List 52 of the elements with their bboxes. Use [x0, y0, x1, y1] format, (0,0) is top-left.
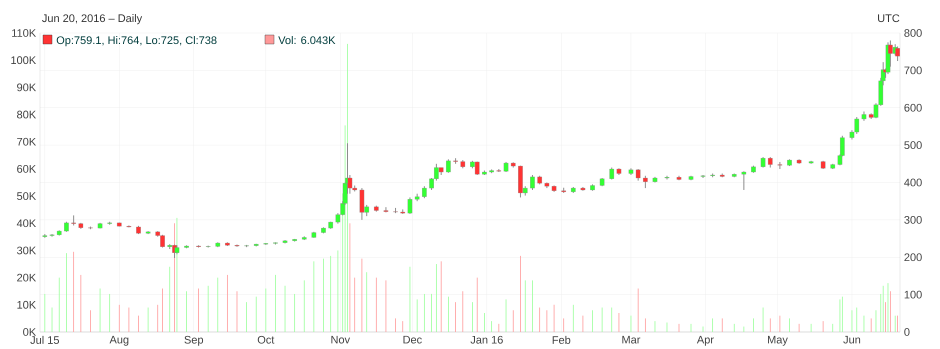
y-tick-label: 100K	[11, 56, 36, 64]
x-tick-label: Feb	[552, 336, 570, 344]
y-tick-label: 0K	[23, 328, 36, 336]
x-tick-label: Jan 16	[470, 336, 503, 344]
y-tick-label: 40K	[16, 219, 36, 227]
x-tick-label: Aug	[110, 336, 128, 346]
y2-tick-label: 500	[904, 141, 922, 149]
candlestick	[609, 166, 614, 180]
candlestick	[71, 214, 76, 226]
y-tick-label: 10K	[17, 300, 36, 308]
candlestick	[895, 46, 900, 62]
candlestick	[760, 156, 766, 168]
x-tick-label: Dec	[403, 336, 422, 344]
y2-tick-label: 400	[904, 178, 922, 186]
y2-tick-label: 600	[904, 104, 922, 112]
x-tick-label: May	[768, 336, 788, 346]
y-tick-label: 60K	[17, 164, 36, 173]
y2-tick-label: 100	[904, 290, 922, 298]
x-tick-label: Jun	[843, 336, 860, 344]
annotation: Vol: 6.043K	[278, 36, 336, 44]
x-tick-label: Nov	[331, 336, 350, 344]
x-tick-label: Apr	[696, 336, 714, 346]
y-tick-label: 20K	[17, 274, 36, 282]
candlestick	[504, 161, 508, 172]
y2-tick-label: 700	[904, 66, 922, 74]
y-tick-label: 30K	[17, 246, 36, 254]
x-tick-label: Oct	[258, 336, 274, 344]
candlestick	[530, 174, 535, 190]
chart-subtitle: Jun 20, 2016 – Daily	[42, 14, 142, 24]
y-tick-label: 90K	[17, 83, 36, 92]
candlestick	[64, 221, 69, 232]
y-tick-label: 50K	[17, 192, 36, 200]
x-tick-label: Sep	[184, 336, 204, 346]
y2-tick-label: 800	[904, 28, 922, 37]
x-tick-label: Mar	[622, 336, 640, 344]
y-tick-label: 70K	[17, 138, 36, 146]
candlestick	[422, 185, 427, 198]
candlestick	[636, 168, 640, 181]
text: UTC	[878, 14, 900, 22]
y2-tick-label: 200	[904, 253, 922, 261]
x-tick-label: Jul 15	[30, 336, 60, 344]
y2-tick-label: 0	[904, 328, 910, 336]
candlestick	[768, 156, 773, 168]
annotation: Op:759.1, Hi:764, Lo:725, Cl:738	[56, 36, 217, 46]
candlestick	[408, 196, 412, 214]
y-tick-label: 110K	[12, 28, 36, 37]
candlestick	[862, 110, 866, 122]
candlestick	[742, 170, 746, 190]
y-tick-label: 80K	[17, 110, 36, 118]
candlestick	[643, 175, 648, 188]
y2-tick-label: 300	[904, 216, 922, 224]
candlestick	[446, 158, 451, 174]
